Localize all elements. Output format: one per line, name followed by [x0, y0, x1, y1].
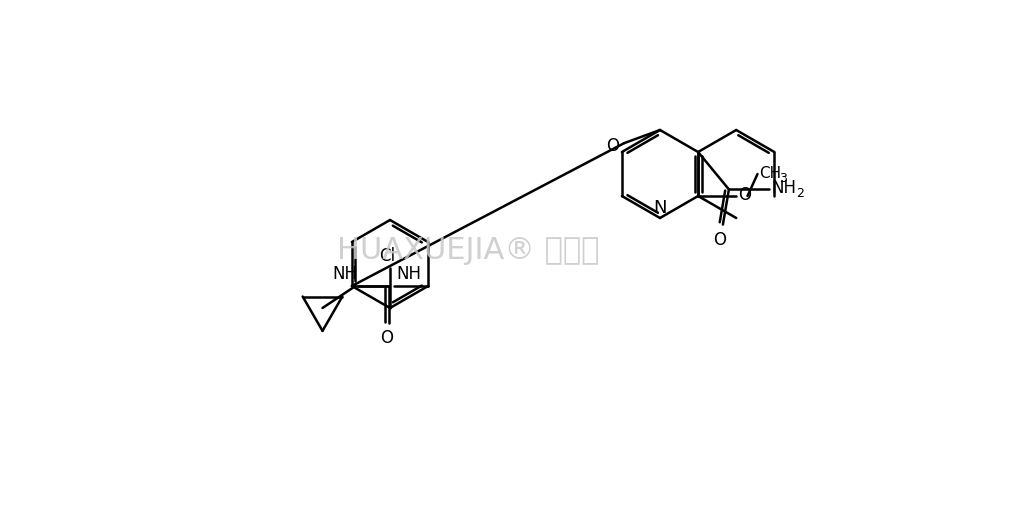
Text: O: O	[713, 230, 726, 248]
Text: 3: 3	[780, 171, 787, 184]
Text: O: O	[606, 137, 619, 155]
Text: 2: 2	[796, 186, 805, 199]
Text: O: O	[739, 186, 751, 204]
Text: NH: NH	[396, 265, 422, 282]
Text: NH: NH	[772, 179, 796, 197]
Text: Cl: Cl	[379, 247, 395, 265]
Text: CH: CH	[759, 165, 782, 180]
Text: HUAXUEJIA® 化学加: HUAXUEJIA® 化学加	[338, 235, 599, 265]
Text: NH: NH	[332, 265, 357, 282]
Text: N: N	[653, 198, 667, 217]
Text: O: O	[380, 329, 393, 347]
